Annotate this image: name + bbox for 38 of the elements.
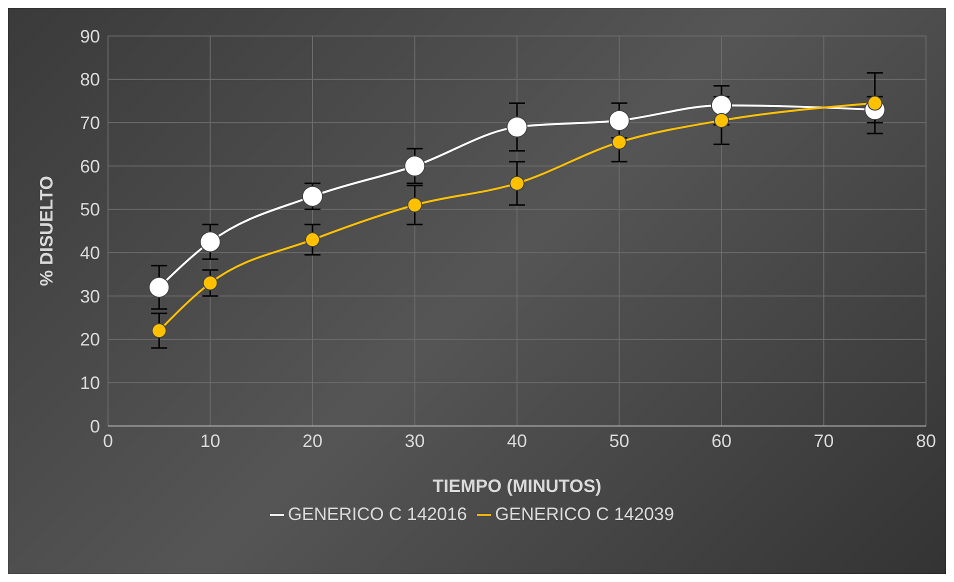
x-tick-label: 20	[302, 430, 323, 451]
x-tick-label: 60	[711, 430, 732, 451]
y-tick-label: 0	[90, 416, 100, 436]
y-tick-label: 90	[80, 26, 100, 46]
y-tick-label: 60	[80, 156, 100, 176]
y-tick-label: 30	[80, 286, 100, 306]
x-tick-label: 10	[200, 430, 220, 451]
y-tick-label: 80	[80, 70, 100, 90]
point	[714, 113, 729, 128]
legend-label: GENERICO C 142016	[288, 504, 467, 524]
point	[506, 116, 528, 138]
y-tick-label: 10	[80, 373, 100, 394]
x-tick-label: 30	[404, 430, 425, 451]
x-tick-label: 50	[609, 430, 630, 451]
point	[510, 176, 524, 191]
y-tick-label: 70	[80, 113, 100, 134]
y-tick-label: 20	[80, 330, 100, 350]
point	[148, 276, 170, 298]
point	[202, 276, 218, 290]
x-tick-label: 40	[506, 430, 528, 451]
point	[200, 231, 221, 252]
legend-label: GENERICO C 142039	[495, 504, 674, 524]
point	[404, 156, 426, 176]
point	[612, 134, 627, 150]
point	[305, 232, 320, 248]
x-tick-label: 70	[814, 430, 834, 451]
y-axis-title: % DISUELTO	[36, 176, 56, 286]
point	[711, 94, 732, 116]
point	[407, 198, 422, 212]
x-tick-label: 80	[916, 430, 936, 451]
point	[608, 110, 630, 131]
point	[302, 186, 323, 207]
y-tick-label: 50	[80, 200, 100, 220]
y-tick-label: 40	[80, 243, 100, 264]
x-tick-label: 0	[102, 430, 114, 451]
point	[867, 96, 882, 111]
x-axis-title: TIEMPO (MINUTOS)	[432, 476, 602, 496]
point	[152, 323, 167, 338]
